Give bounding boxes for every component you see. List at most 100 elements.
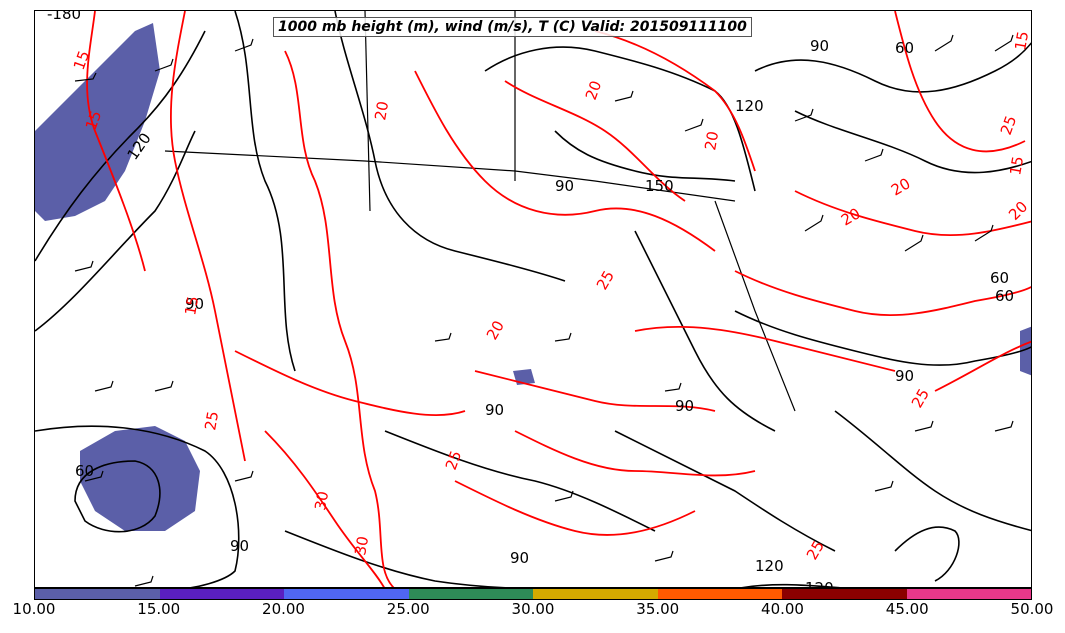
wind-barb-icon	[614, 90, 634, 102]
height-contour-label: 90	[185, 295, 204, 313]
height-contour-label: 90	[485, 401, 504, 419]
temperature-contour	[234, 350, 466, 417]
colorbar-segment	[782, 589, 907, 599]
temperature-contours	[86, 11, 1031, 587]
temperature-contour-label: 20	[483, 317, 508, 343]
colorbar-tick-label: 20.00	[262, 600, 305, 618]
colorbar-tick-label: 35.00	[636, 600, 680, 618]
wind-barb-icon	[654, 550, 674, 562]
height-contours	[35, 11, 1031, 587]
height-contour	[484, 46, 756, 192]
temperature-contour	[894, 11, 1026, 153]
height-contour-label: 90	[230, 537, 249, 555]
temperature-contour	[634, 326, 896, 372]
temperature-contour-label: 25	[803, 537, 828, 563]
shading-southwest	[80, 426, 200, 531]
height-contour	[35, 425, 240, 587]
temperature-contour-label: 15	[1006, 155, 1027, 177]
wind-barb-icon	[994, 34, 1014, 52]
map-panel: -180 90 60 120 60 90 120 90 60 90 120 15…	[34, 10, 1032, 588]
wind-barb-icon	[934, 34, 954, 52]
temperature-contour	[169, 11, 246, 462]
wind-barb-icon	[864, 148, 884, 162]
wind-barb-icon	[874, 480, 894, 492]
wind-barb-icon	[234, 470, 254, 482]
temperature-contour-label: 15	[82, 108, 105, 132]
height-contour	[384, 430, 656, 532]
shading-northwest	[35, 23, 160, 221]
wind-barb-icon	[914, 420, 934, 432]
temperature-contour-labels: 15 20 25 25 20 15 15 20 20 20 25 30 30 2…	[70, 30, 1032, 563]
wind-barb-icon	[74, 260, 94, 272]
map-title: 1000 mb height (m), wind (m/s), T (C) Va…	[273, 17, 752, 37]
wind-barb-icon	[804, 214, 824, 232]
colorbar-segment	[906, 589, 1031, 599]
height-contour-label: 120	[735, 97, 764, 115]
height-contour-label: 120	[805, 579, 834, 588]
temperature-contour	[264, 430, 385, 587]
height-contour-label: -180	[47, 11, 81, 23]
temperature-contour-label: 15	[1011, 30, 1032, 52]
temperature-contour	[86, 11, 146, 272]
wind-barb-icon	[684, 118, 704, 132]
height-contour-label: 120	[755, 557, 784, 575]
temperature-contour	[474, 370, 716, 412]
wind-barbs	[74, 34, 1014, 587]
wind-barb-icon	[434, 332, 452, 342]
temperature-contour-label: 25	[997, 113, 1020, 137]
temperature-contour-label: 20	[888, 174, 914, 199]
height-contour	[754, 42, 1031, 93]
temperature-contour	[414, 70, 716, 252]
height-contour	[35, 130, 196, 332]
colorbar-tick-label: 40.00	[761, 600, 804, 618]
height-contour-label: 90	[675, 397, 694, 415]
height-contour	[334, 11, 566, 282]
wind-barb-icon	[154, 380, 174, 392]
colorbar-segment	[159, 589, 284, 599]
temperature-contour-label: 30	[351, 535, 372, 557]
height-contour	[741, 583, 840, 587]
colorbar-tick-label: 30.00	[511, 600, 555, 618]
height-contour-label: 90	[555, 177, 574, 195]
colorbar-segment	[408, 589, 533, 599]
temperature-contour	[454, 480, 696, 536]
temperature-contour	[734, 270, 1031, 316]
temperature-contour-label: 20	[838, 204, 864, 229]
temperature-contour-label: 25	[908, 385, 933, 411]
height-contour	[894, 526, 960, 582]
height-contour	[794, 110, 1031, 174]
temperature-contour	[934, 340, 1031, 392]
colorbar-tick-label: 10.00	[12, 600, 56, 618]
temperature-contour-label: 15	[70, 48, 93, 72]
height-contour-labels: -180 90 60 120 60 90 120 90 60 90 120 15…	[47, 11, 1014, 588]
height-contour	[74, 460, 161, 533]
temperature-contour	[284, 50, 395, 587]
temperature-contour-label: 25	[201, 410, 222, 432]
colorbar-tick-label: 45.00	[885, 600, 929, 618]
wind-barb-icon	[234, 38, 254, 52]
temperature-contour	[514, 430, 756, 477]
height-contour	[35, 30, 206, 262]
wind-barb-icon	[94, 380, 114, 392]
wind-barb-icon	[154, 58, 174, 72]
wind-speed-shading	[35, 23, 1031, 531]
colorbar-segment	[657, 589, 782, 599]
map-canvas: -180 90 60 120 60 90 120 90 60 90 120 15…	[35, 11, 1032, 588]
height-contour	[284, 530, 506, 587]
colorbar-ticks: 10.00 15.00 20.00 25.00 30.00 35.00 40.00 45.00…	[0, 600, 1065, 630]
shading-east	[1020, 326, 1031, 376]
temperature-contour-label: 20	[701, 130, 722, 152]
temperature-contour-label: 20	[1005, 198, 1031, 224]
colorbar-tick-label: 50.00	[1010, 600, 1054, 618]
temperature-contour-label: 25	[442, 448, 465, 472]
state-boundary	[364, 11, 371, 212]
colorbar	[34, 588, 1032, 600]
wind-barb-icon	[904, 234, 924, 252]
temperature-contour-label: 15	[181, 295, 202, 317]
wind-barb-icon	[84, 470, 104, 482]
wind-barb-icon	[74, 72, 97, 82]
temperature-contour	[794, 190, 1031, 236]
height-contour-label: 150	[645, 177, 674, 195]
temperature-contour-label: 25	[593, 267, 618, 293]
height-contour	[834, 410, 1031, 532]
